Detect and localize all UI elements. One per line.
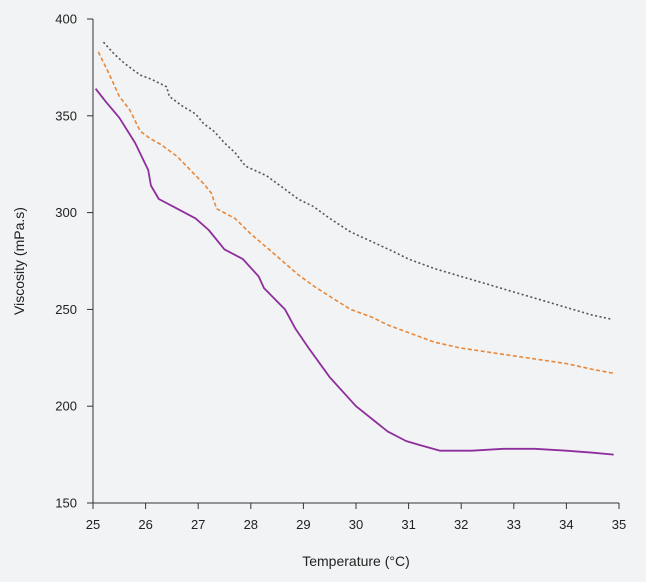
x-tick-label: 29 [296, 517, 310, 532]
x-tick-label: 34 [559, 517, 573, 532]
series-line-1 [102, 41, 612, 320]
x-axis-label: Temperature (°C) [302, 553, 410, 569]
x-tick-label: 31 [401, 517, 415, 532]
y-axis-label: Viscosity (mPa.s) [11, 207, 27, 315]
y-tick-label: 150 [55, 496, 77, 511]
tick-labels: 150 200 250 300 350 400 25 26 27 28 29 30 31 32 33 34 35 [55, 12, 626, 533]
x-tick-label: 28 [244, 517, 258, 532]
axes [87, 18, 620, 509]
series-line-3 [94, 88, 614, 456]
x-tick-label: 26 [138, 517, 152, 532]
y-tick-label: 250 [55, 302, 77, 317]
y-tick-label: 350 [55, 108, 77, 123]
x-tick-label: 33 [507, 517, 521, 532]
x-tick-label: 35 [612, 517, 626, 532]
y-tick-label: 200 [55, 399, 77, 414]
x-tick-label: 25 [86, 517, 100, 532]
x-tick-label: 27 [191, 517, 205, 532]
x-tick-label: 30 [349, 517, 363, 532]
y-tick-label: 300 [55, 205, 77, 220]
y-tick-label: 400 [55, 12, 77, 27]
series-line-2 [97, 51, 614, 375]
series-lines [94, 41, 614, 456]
x-tick-label: 32 [454, 517, 468, 532]
